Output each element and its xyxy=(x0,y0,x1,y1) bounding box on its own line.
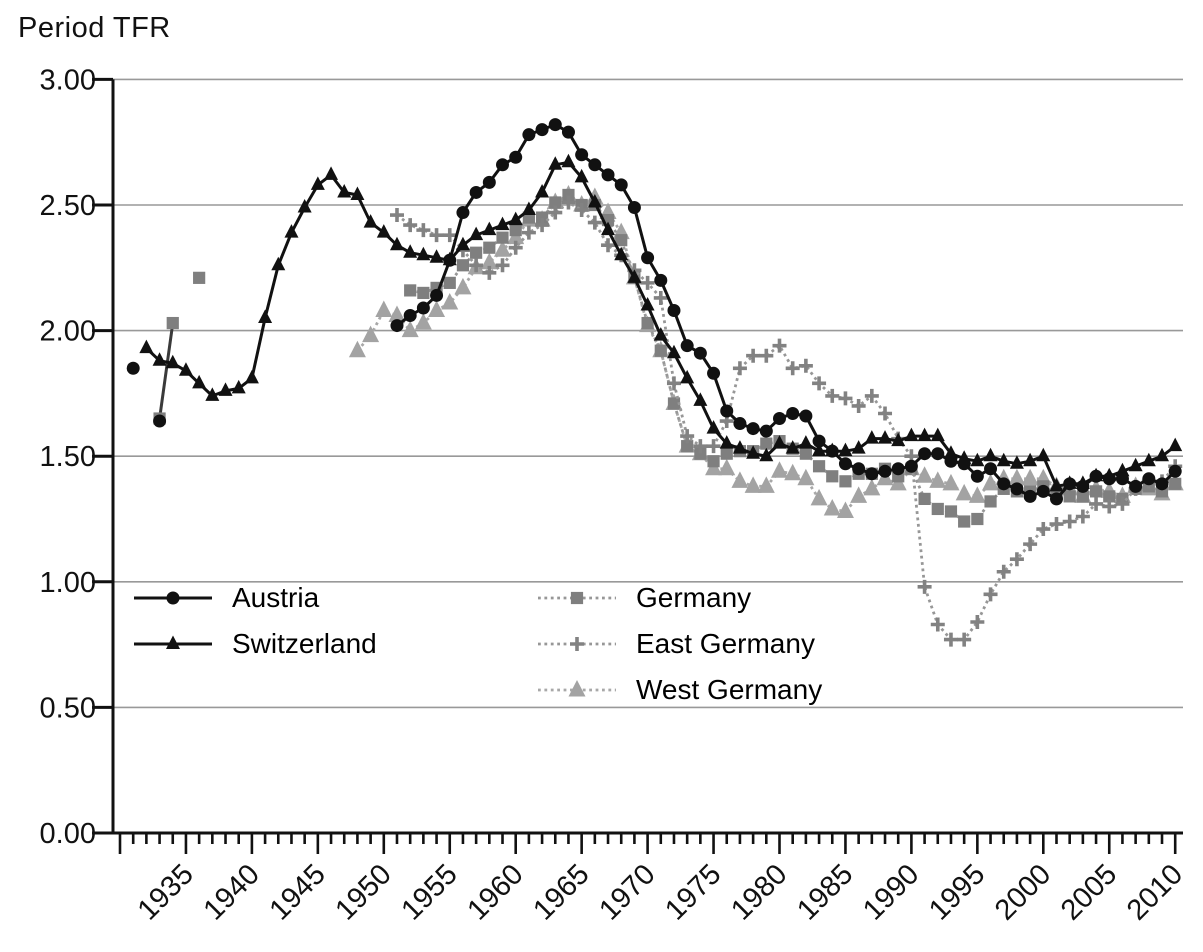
svg-text:1985: 1985 xyxy=(791,858,859,926)
legend-item-west-germany: West Germany xyxy=(538,667,822,713)
svg-text:1970: 1970 xyxy=(593,858,661,926)
legend-label-west-germany: West Germany xyxy=(636,674,823,705)
legend-label-east-germany: East Germany xyxy=(636,628,815,659)
svg-text:0.50: 0.50 xyxy=(40,692,96,724)
east-germany-line-marker-icon xyxy=(538,637,616,651)
svg-text:1980: 1980 xyxy=(725,858,793,926)
legend-item-germany: Germany xyxy=(538,575,822,621)
legend-label-austria: Austria xyxy=(232,582,320,613)
svg-text:2.00: 2.00 xyxy=(40,316,96,348)
svg-text:1990: 1990 xyxy=(857,858,925,926)
svg-text:1960: 1960 xyxy=(461,858,529,926)
svg-text:1995: 1995 xyxy=(923,858,991,926)
svg-text:3.00: 3.00 xyxy=(40,64,96,96)
svg-text:1945: 1945 xyxy=(264,858,332,926)
svg-text:1935: 1935 xyxy=(132,858,200,926)
svg-text:1955: 1955 xyxy=(395,858,463,926)
svg-text:1975: 1975 xyxy=(659,858,727,926)
svg-text:1.50: 1.50 xyxy=(40,441,96,473)
austria-line-marker-icon xyxy=(134,591,212,605)
switzerland-line-marker-icon xyxy=(134,635,212,649)
svg-text:1940: 1940 xyxy=(198,858,266,926)
svg-text:1950: 1950 xyxy=(330,858,398,926)
svg-text:1.00: 1.00 xyxy=(40,567,96,599)
svg-text:1965: 1965 xyxy=(527,858,595,926)
west-germany-line-marker-icon xyxy=(538,680,616,697)
legend-item-austria: Austria xyxy=(134,575,377,621)
legend-column-right: Germany East Germany West Germany xyxy=(538,575,822,713)
svg-text:0.00: 0.00 xyxy=(40,818,96,850)
chart-title: Period TFR xyxy=(18,12,171,44)
legend-item-east-germany: East Germany xyxy=(538,621,822,667)
svg-text:2010: 2010 xyxy=(1121,858,1189,926)
legend-item-switzerland: Switzerland xyxy=(134,621,377,667)
germany-line-marker-icon xyxy=(538,591,616,605)
svg-text:2000: 2000 xyxy=(989,858,1057,926)
svg-text:2005: 2005 xyxy=(1055,858,1123,926)
legend-label-switzerland: Switzerland xyxy=(232,628,377,659)
legend-column-left: Austria Switzerland xyxy=(134,575,377,667)
legend-label-germany: Germany xyxy=(636,582,752,613)
svg-text:2.50: 2.50 xyxy=(40,190,96,222)
